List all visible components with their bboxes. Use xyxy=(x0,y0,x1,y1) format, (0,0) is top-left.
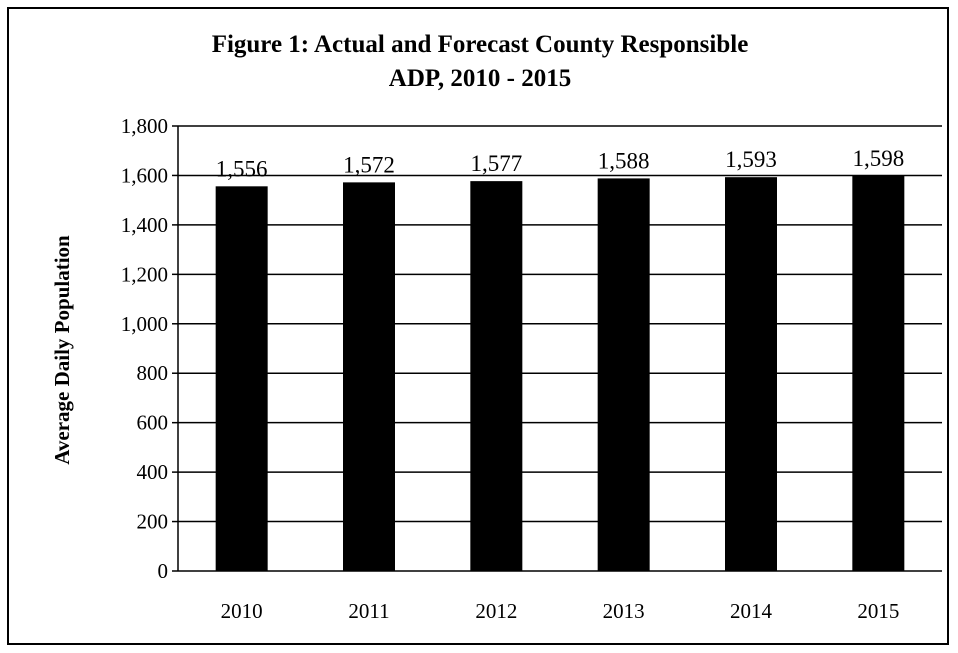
x-category-label: 2012 xyxy=(475,599,517,623)
chart-title-line-1: Figure 1: Actual and Forecast County Res… xyxy=(212,31,749,58)
y-tick-label: 400 xyxy=(137,460,169,484)
data-label: 1,577 xyxy=(470,151,522,176)
bar xyxy=(725,177,777,572)
data-label: 1,556 xyxy=(216,156,268,181)
x-category-label: 2014 xyxy=(730,599,773,623)
bar xyxy=(597,178,650,571)
bar xyxy=(343,182,395,571)
data-label: 1,588 xyxy=(598,148,650,173)
bar xyxy=(470,181,523,571)
bars xyxy=(215,175,905,572)
bar xyxy=(215,186,268,572)
y-tick-label: 1,800 xyxy=(121,114,168,138)
y-tick-label: 800 xyxy=(137,361,169,385)
y-tick-label: 1,200 xyxy=(121,262,168,286)
data-labels: 1,556 1,572 1,577 1,588 1,593 1,598 xyxy=(216,146,904,181)
data-label: 1,593 xyxy=(725,147,777,172)
gridlines xyxy=(172,125,942,572)
y-tick-label: 1,600 xyxy=(121,163,168,187)
y-tick-label: 0 xyxy=(158,559,169,583)
x-category-label: 2013 xyxy=(603,599,645,623)
x-category-label: 2011 xyxy=(348,599,389,623)
data-label: 1,598 xyxy=(852,146,904,171)
data-label: 1,572 xyxy=(343,152,395,177)
axes xyxy=(177,126,942,572)
y-axis-label: Average Daily Population xyxy=(50,235,74,465)
x-category-label: 2015 xyxy=(857,599,899,623)
x-category-labels: 2010 2011 2012 2013 2014 2015 xyxy=(221,599,900,623)
x-category-label: 2010 xyxy=(221,599,263,623)
y-tick-label: 600 xyxy=(137,411,169,435)
bar xyxy=(852,175,905,571)
y-tick-label: 1,400 xyxy=(121,213,168,237)
y-tick-label: 200 xyxy=(137,510,169,534)
y-tick-label: 1,000 xyxy=(121,312,168,336)
y-tick-labels: 0 200 400 600 800 1,000 1,200 1,400 1,600 1,800 xyxy=(121,114,168,583)
chart-title-line-2: ADP, 2010 - 2015 xyxy=(389,65,571,92)
